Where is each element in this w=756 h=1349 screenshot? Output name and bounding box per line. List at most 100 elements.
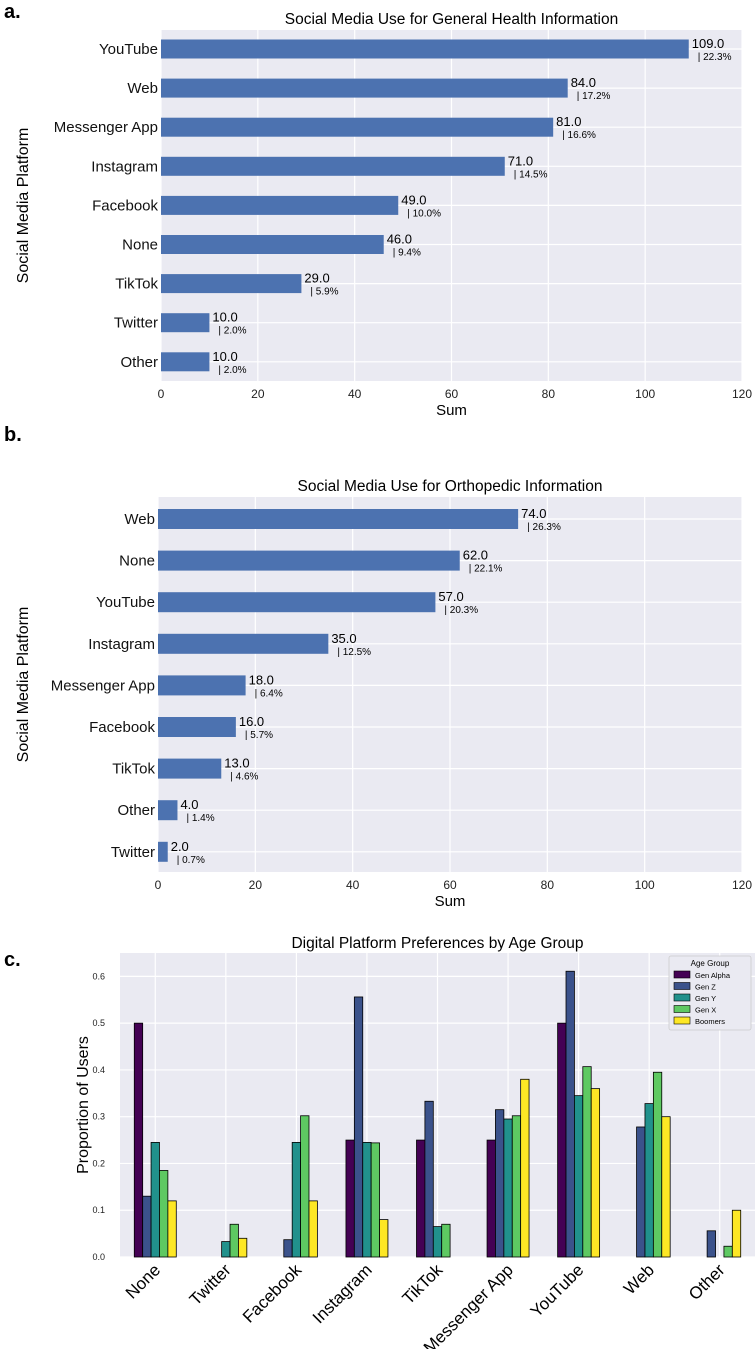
a-y-tick-label: YouTube bbox=[99, 41, 158, 58]
b-x-axis-label: Sum bbox=[435, 893, 466, 910]
b-value-label: 57.0 bbox=[438, 589, 463, 604]
c-y-tick-label: 0.3 bbox=[92, 1112, 105, 1122]
a-bar bbox=[161, 78, 568, 98]
b-value-label: 35.0 bbox=[331, 631, 356, 646]
b-percent-label: | 0.7% bbox=[177, 855, 205, 866]
c-bar-gen-z bbox=[565, 970, 575, 1258]
c-legend-swatch bbox=[673, 982, 691, 990]
a-percent-label: | 5.9% bbox=[310, 287, 338, 298]
b-value-label: 13.0 bbox=[224, 756, 249, 771]
c-x-tick-label: Instagram bbox=[309, 1260, 376, 1327]
a-percent-label: | 9.4% bbox=[393, 248, 421, 259]
c-x-tick-label: Twitter bbox=[186, 1260, 235, 1309]
c-x-tick-label: TikTok bbox=[399, 1260, 447, 1308]
c-bar-gen-x bbox=[652, 1071, 663, 1258]
a-x-tick-label: 120 bbox=[732, 387, 752, 401]
a-y-tick-label: Other bbox=[120, 354, 158, 371]
c-x-tick-label: Other bbox=[685, 1260, 729, 1304]
c-legend-entry: Gen Z bbox=[695, 983, 716, 992]
a-bar bbox=[161, 39, 689, 59]
b-value-label: 74.0 bbox=[521, 506, 546, 521]
b-x-tick-label: 20 bbox=[249, 878, 263, 892]
c-legend-entry: Gen X bbox=[695, 1006, 716, 1015]
b-y-tick-label: YouTube bbox=[96, 594, 155, 611]
c-legend-swatch bbox=[673, 993, 691, 1002]
a-value-label: 10.0 bbox=[212, 349, 237, 364]
a-title: Social Media Use for General Health Info… bbox=[285, 11, 618, 28]
a-y-tick-label: None bbox=[122, 237, 158, 254]
c-bar-gen-z bbox=[636, 1126, 646, 1258]
a-x-tick-label: 80 bbox=[542, 387, 556, 401]
b-bar bbox=[158, 633, 329, 654]
b-y-tick-label: Messenger App bbox=[51, 677, 155, 694]
a-bar bbox=[161, 195, 399, 215]
a-panel-letter: a. bbox=[4, 1, 21, 23]
c-bar-gen-alpha bbox=[486, 1139, 496, 1258]
a-bar bbox=[161, 274, 302, 294]
c-y-tick-label: 0.6 bbox=[92, 971, 105, 981]
a-value-label: 109.0 bbox=[692, 36, 725, 51]
c-legend-swatch bbox=[673, 1005, 691, 1013]
b-bar bbox=[158, 758, 222, 779]
b-percent-label: | 20.3% bbox=[444, 605, 478, 616]
b-x-tick-label: 40 bbox=[346, 878, 360, 892]
a-y-tick-label: Web bbox=[127, 80, 158, 97]
a-percent-label: | 2.0% bbox=[218, 365, 246, 376]
c-panel-letter: c. bbox=[4, 949, 21, 971]
c-bar-gen-y bbox=[644, 1103, 654, 1258]
a-y-tick-label: Facebook bbox=[92, 197, 158, 214]
a-percent-label: | 10.0% bbox=[407, 208, 441, 219]
b-y-tick-label: Facebook bbox=[89, 719, 155, 736]
c-bar-gen-z bbox=[353, 996, 364, 1258]
c-legend-entry: Boomers bbox=[695, 1017, 725, 1026]
c-bar-gen-y bbox=[221, 1241, 231, 1258]
c-bar-gen-y bbox=[362, 1142, 372, 1258]
b-bar bbox=[158, 675, 246, 696]
c-bar-boomers bbox=[731, 1209, 742, 1258]
c-bar-boomers bbox=[308, 1200, 318, 1258]
b-x-tick-label: 100 bbox=[635, 878, 655, 892]
b-value-label: 18.0 bbox=[249, 672, 274, 687]
c-bar-boomers bbox=[379, 1219, 389, 1258]
b-value-label: 4.0 bbox=[180, 797, 198, 812]
c-bar-gen-y bbox=[432, 1226, 443, 1258]
a-x-tick-label: 40 bbox=[348, 387, 362, 401]
b-bar bbox=[158, 841, 168, 862]
b-percent-label: | 6.4% bbox=[255, 688, 283, 699]
a-bar bbox=[161, 352, 210, 372]
a-percent-label: | 17.2% bbox=[577, 91, 611, 102]
c-legend-title: Age Group bbox=[691, 959, 730, 968]
a-value-label: 46.0 bbox=[387, 232, 412, 247]
a-value-label: 10.0 bbox=[212, 310, 237, 325]
a-percent-label: | 14.5% bbox=[514, 169, 548, 180]
c-bar-gen-x bbox=[441, 1223, 451, 1258]
a-value-label: 29.0 bbox=[304, 271, 329, 286]
a-value-label: 49.0 bbox=[401, 192, 426, 207]
c-bar-boomers bbox=[661, 1116, 671, 1258]
b-y-tick-label: Twitter bbox=[111, 844, 155, 861]
a-y-tick-label: Twitter bbox=[114, 315, 158, 332]
c-bar-gen-z bbox=[706, 1230, 716, 1258]
c-bar-gen-x bbox=[229, 1223, 239, 1258]
a-bar bbox=[161, 313, 210, 333]
b-x-tick-label: 80 bbox=[541, 878, 555, 892]
a-percent-label: | 16.6% bbox=[562, 130, 596, 141]
b-y-tick-label: Web bbox=[124, 511, 155, 528]
c-bar-boomers bbox=[167, 1200, 177, 1258]
c-legend-entry: Gen Alpha bbox=[695, 971, 731, 980]
b-x-tick-label: 0 bbox=[155, 878, 162, 892]
c-bar-gen-x bbox=[370, 1142, 380, 1258]
a-x-tick-label: 20 bbox=[251, 387, 265, 401]
b-value-label: 2.0 bbox=[171, 839, 189, 854]
a-percent-label: | 2.0% bbox=[218, 326, 246, 337]
a-y-tick-label: Instagram bbox=[91, 158, 158, 175]
c-bar-gen-alpha bbox=[133, 1022, 144, 1258]
a-x-tick-label: 100 bbox=[635, 387, 655, 401]
c-y-tick-label: 0.0 bbox=[92, 1252, 105, 1262]
b-bar bbox=[158, 800, 178, 821]
b-y-tick-label: Instagram bbox=[88, 636, 155, 653]
c-y-tick-label: 0.4 bbox=[92, 1065, 105, 1075]
c-x-tick-label: YouTube bbox=[527, 1260, 588, 1321]
c-bar-boomers bbox=[590, 1088, 601, 1258]
c-legend-entry: Gen Y bbox=[695, 994, 716, 1003]
